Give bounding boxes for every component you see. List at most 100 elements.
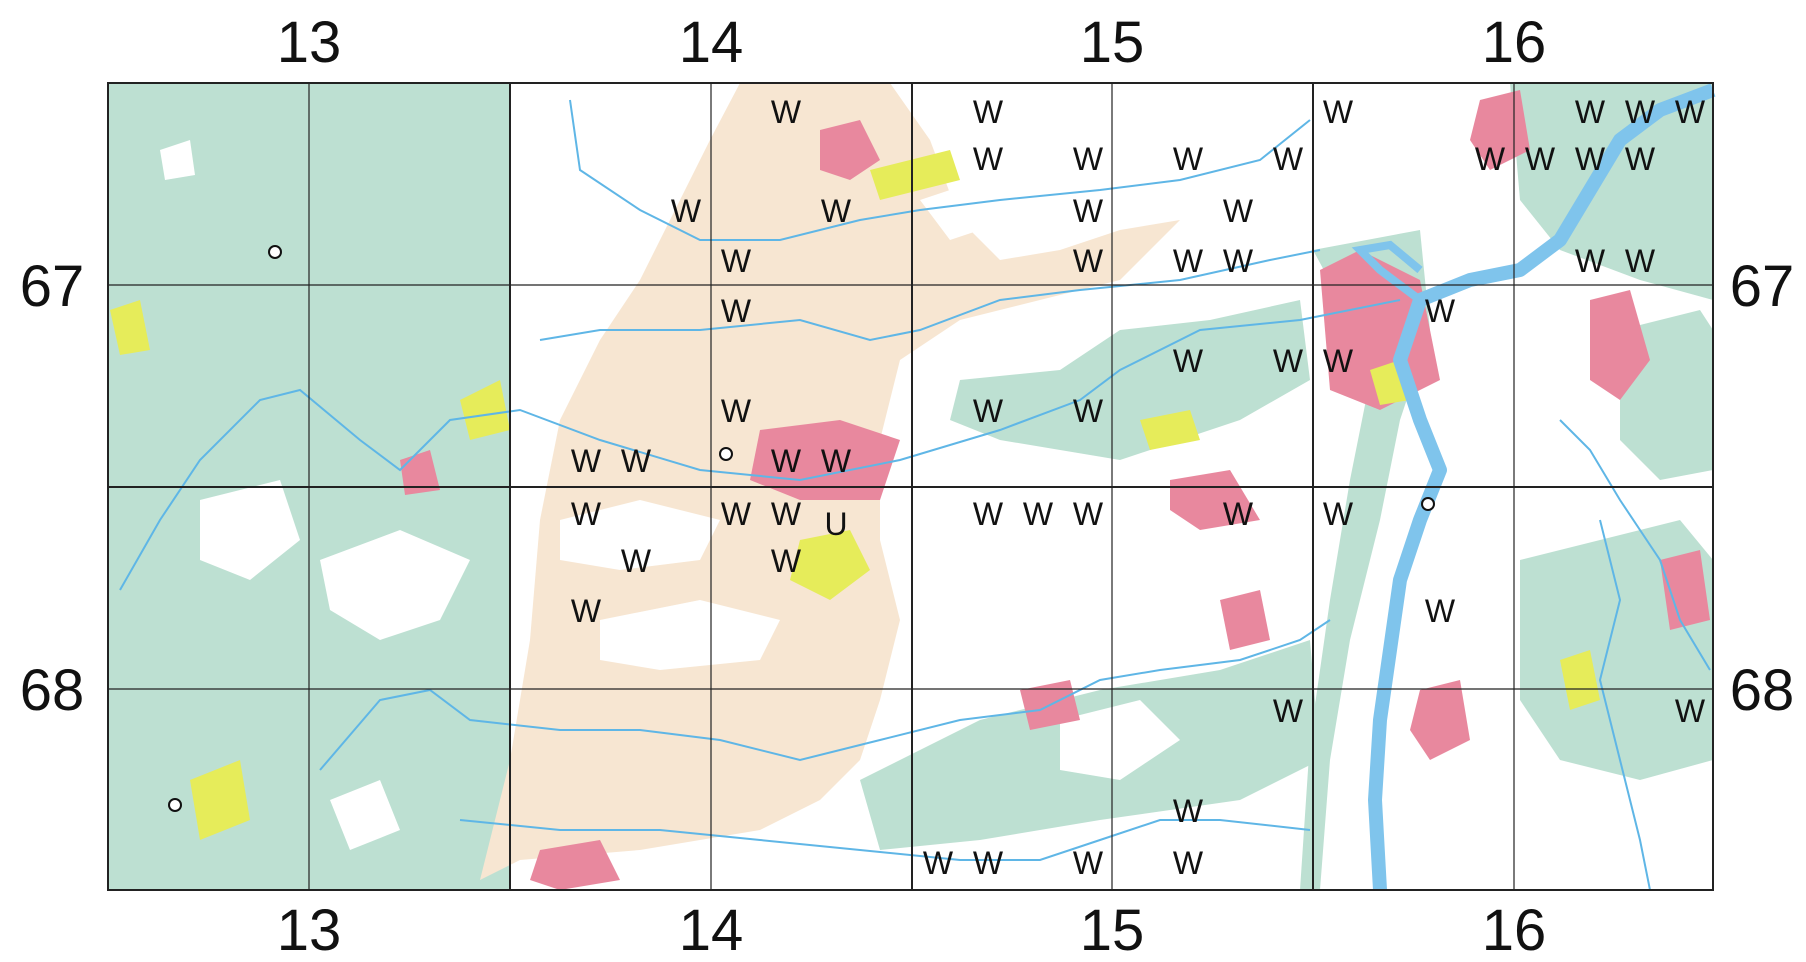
w-marker: W — [771, 443, 802, 479]
point-marker — [1421, 497, 1435, 511]
stream-7 — [1559, 419, 1711, 671]
w-marker: W — [821, 193, 852, 229]
x-label-top-14: 14 — [679, 10, 744, 75]
y-label-left-68: 68 — [20, 658, 85, 723]
w-marker: W — [1223, 193, 1254, 229]
w-marker: W — [571, 496, 602, 532]
y-label-right-67: 67 — [1730, 254, 1795, 319]
w-marker: W — [973, 496, 1004, 532]
w-marker: W — [671, 193, 702, 229]
x-label-bottom-13: 13 — [277, 898, 342, 962]
point-marker — [719, 447, 733, 461]
w-marker: W — [973, 845, 1004, 881]
w-marker: W — [1323, 343, 1354, 379]
point-markers — [168, 245, 1435, 812]
w-marker: W — [621, 543, 652, 579]
open-patch-9 — [920, 180, 1010, 240]
meadow-3 — [460, 380, 510, 440]
river-branch-loop — [1351, 240, 1423, 304]
w-marker: W — [973, 94, 1004, 130]
settlement-7 — [1590, 290, 1650, 400]
w-marker: W — [1023, 496, 1054, 532]
w-marker: W — [571, 593, 602, 629]
meadow-8 — [110, 300, 150, 355]
settlement-3 — [820, 120, 880, 180]
w-marker: W — [1323, 94, 1354, 130]
settlement-1 — [750, 420, 900, 500]
w-marker: W — [1073, 141, 1104, 177]
stream-6 — [1598, 519, 1651, 891]
open-patch-1 — [560, 500, 720, 570]
w-marker: W — [1173, 793, 1204, 829]
w-marker: W — [1625, 94, 1656, 130]
meadow-2 — [870, 150, 960, 200]
settlement-5 — [1470, 90, 1530, 170]
w-marker: W — [1223, 496, 1254, 532]
w-marker: W — [721, 243, 752, 279]
w-marker: W — [1273, 343, 1304, 379]
w-marker: W — [1173, 343, 1204, 379]
settlement-12 — [1220, 590, 1270, 650]
y-label-right-68: 68 — [1730, 658, 1795, 723]
coordinate-labels: 13 14 15 16 13 14 15 16 67 68 67 68 — [20, 10, 1795, 962]
w-marker: W — [1525, 141, 1556, 177]
open-patch-5 — [160, 140, 195, 180]
w-marker: W — [973, 141, 1004, 177]
open-patch-6 — [330, 780, 400, 850]
w-marker: W — [1425, 293, 1456, 329]
x-label-top-15: 15 — [1080, 10, 1145, 75]
w-marker: W — [771, 94, 802, 130]
w-marker: W — [1073, 243, 1104, 279]
w-marker: W — [1675, 693, 1706, 729]
stream-3 — [539, 249, 1321, 342]
x-label-bottom-16: 16 — [1482, 898, 1547, 962]
w-markers-layer: W W W W W WW W W W W W W WW W W WW W W W W WW WW W WW W WW W W WW W W W… — [571, 94, 1706, 881]
meadow-1 — [790, 530, 870, 600]
w-marker: W — [923, 845, 954, 881]
w-marker: W — [1675, 94, 1706, 130]
w-marker: W — [1475, 141, 1506, 177]
w-marker: W — [1073, 496, 1104, 532]
stream-5 — [459, 819, 1311, 861]
w-marker: W — [1173, 845, 1204, 881]
w-marker: W — [1073, 845, 1104, 881]
w-marker: W — [1575, 243, 1606, 279]
u-marker: U — [824, 506, 847, 542]
w-marker: W — [1575, 94, 1606, 130]
w-marker: W — [571, 443, 602, 479]
w-marker: W — [1073, 193, 1104, 229]
w-marker: W — [1575, 141, 1606, 177]
w-marker: W — [721, 393, 752, 429]
w-marker: W — [973, 393, 1004, 429]
settlement-11 — [1660, 550, 1710, 630]
w-marker: W — [1173, 141, 1204, 177]
y-label-left-67: 67 — [20, 254, 85, 319]
meadow-6 — [1560, 650, 1600, 710]
w-marker: W — [721, 293, 752, 329]
stream-1 — [119, 299, 1401, 591]
x-label-bottom-15: 15 — [1080, 898, 1145, 962]
w-marker: W — [1625, 141, 1656, 177]
w-marker: W — [1223, 243, 1254, 279]
settlement-4 — [1170, 470, 1260, 530]
forest-area-center — [950, 300, 1310, 460]
point-marker — [268, 245, 282, 259]
meadow-4 — [190, 760, 250, 840]
meadow-7 — [1140, 410, 1200, 450]
settlement-9 — [530, 840, 620, 890]
w-marker: W — [1323, 496, 1354, 532]
w-marker: W — [821, 443, 852, 479]
w-marker: W — [1073, 393, 1104, 429]
river-layer — [119, 83, 1716, 891]
grid-layer — [107, 82, 1714, 891]
w-marker: W — [1273, 141, 1304, 177]
stream-4 — [319, 619, 1331, 771]
x-label-top-16: 16 — [1482, 10, 1547, 75]
open-patch-7 — [520, 280, 580, 350]
w-marker: W — [1425, 593, 1456, 629]
settlement-8 — [1410, 680, 1470, 760]
w-marker: W — [721, 496, 752, 532]
x-label-bottom-14: 14 — [679, 898, 744, 962]
w-marker: W — [771, 496, 802, 532]
